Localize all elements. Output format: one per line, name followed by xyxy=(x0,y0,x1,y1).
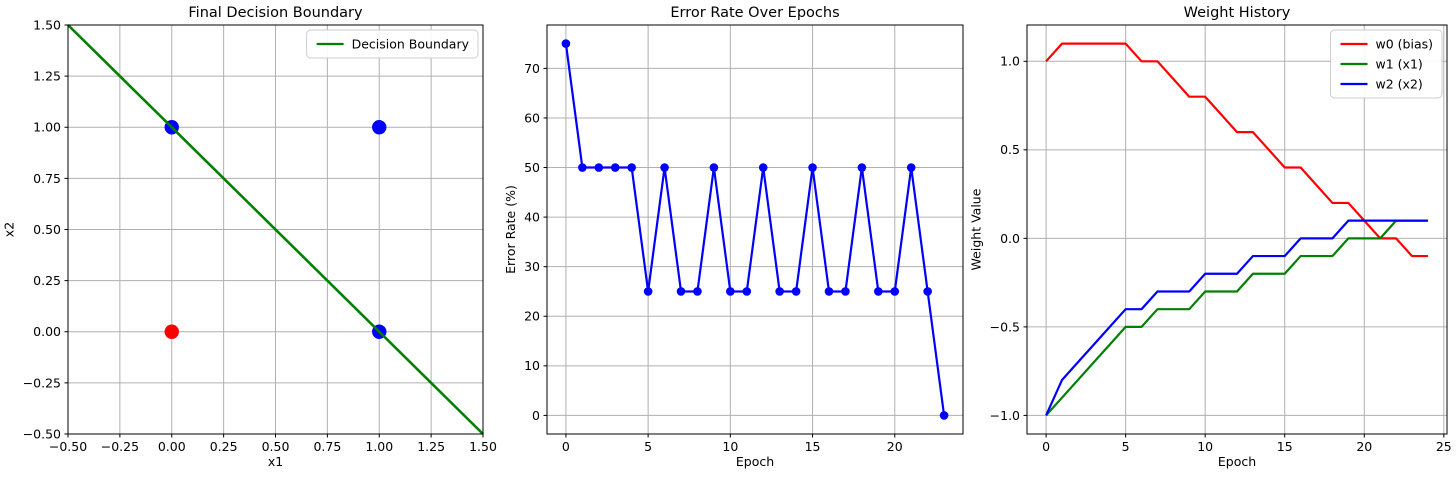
y-tick-label: 60 xyxy=(524,110,540,125)
error-rate-marker xyxy=(939,411,949,420)
x-tick-label: 0 xyxy=(1042,439,1050,454)
y-tick-label: 0.25 xyxy=(33,273,61,288)
x-tick-label: −0.25 xyxy=(101,439,139,454)
w1-x1-line xyxy=(1045,219,1428,417)
x-tick-label: 10 xyxy=(1197,439,1213,454)
error-rate-marker xyxy=(874,287,883,296)
x-tick-label: 15 xyxy=(1277,439,1293,454)
x-tick-label: 5 xyxy=(1122,439,1130,454)
axes-frame xyxy=(1026,24,1448,435)
error-rate-marker xyxy=(742,287,752,296)
x-tick-label: 5 xyxy=(644,439,652,454)
x-tick-label: 10 xyxy=(722,439,738,454)
x-tick-label: 0.25 xyxy=(210,439,238,454)
y-tick-label: 10 xyxy=(524,358,540,373)
error-rate-marker xyxy=(627,163,636,172)
error-rate-marker xyxy=(808,163,817,172)
legend-box xyxy=(306,29,479,59)
scatter-point-class-1-points xyxy=(372,120,387,135)
legend: w0 (bias) w1 (x1) w2 (x2) xyxy=(1330,29,1443,99)
error-rate-marker xyxy=(824,287,834,296)
x-tick-label: 20 xyxy=(887,439,903,454)
w2-x2-line xyxy=(1045,219,1428,416)
subplot-error-rate: 0 5 10 15 20 0 10 20 30 40 50 60 70 Error Rate Over E… xyxy=(503,5,964,469)
error-rate-marker xyxy=(857,163,867,172)
error-rate-marker xyxy=(578,163,587,172)
error-rate-marker xyxy=(906,163,916,172)
y-tick-label: 1.00 xyxy=(33,120,61,135)
y-tick-label: 40 xyxy=(524,210,540,225)
error-rate-marker xyxy=(643,287,653,296)
subplot-final-decision-boundary: −0.50 −0.25 0.00 0.25 0.50 0.75 1.00 1.25 1.50 −0… xyxy=(2,5,497,469)
y-axis-label: Weight Value xyxy=(969,188,984,270)
decision-boundary-line xyxy=(67,24,484,435)
y-tick-label: 50 xyxy=(524,160,540,175)
legend-box xyxy=(1330,29,1443,99)
x-tick-label: 25 xyxy=(1436,439,1452,454)
x-axis-label: Epoch xyxy=(1218,454,1256,469)
y-tick-label: 0.0 xyxy=(1000,231,1020,246)
x-axis-label: Epoch xyxy=(736,454,774,469)
error-rate-marker xyxy=(791,287,801,296)
x-tick-label: 15 xyxy=(805,439,821,454)
y-tick-label: 1.0 xyxy=(1000,54,1020,69)
y-tick-label: −1.0 xyxy=(990,408,1020,423)
error-rate-marker xyxy=(758,163,768,172)
y-tick-label: 20 xyxy=(524,309,540,324)
y-tick-label: 0.50 xyxy=(33,222,61,237)
scatter-point-class-0-points xyxy=(164,324,179,339)
y-axis-label: Error Rate (%) xyxy=(503,185,518,274)
y-tick-label: 70 xyxy=(524,61,540,76)
error-rate-marker xyxy=(610,163,620,172)
y-tick-label: −0.25 xyxy=(23,375,61,390)
subplot-weight-history: 0 5 10 15 20 25 −1.0 −0.5 0.0 0.5 1.0 Weight Histor… xyxy=(969,5,1452,469)
x-tick-label: 0.75 xyxy=(313,439,341,454)
x-axis-label: x1 xyxy=(268,454,283,469)
error-rate-marker xyxy=(726,287,735,296)
y-axis-label: x2 xyxy=(2,222,17,237)
x-tick-label: −0.50 xyxy=(49,439,87,454)
y-tick-label: 30 xyxy=(524,259,540,274)
y-tick-label: 0.5 xyxy=(1000,142,1020,157)
error-rate-marker xyxy=(709,163,719,172)
chart-title: Final Decision Boundary xyxy=(188,5,363,21)
y-tick-label: 1.50 xyxy=(33,17,61,32)
x-tick-label: 1.00 xyxy=(365,439,393,454)
legend-label: w1 (x1) xyxy=(1376,56,1423,71)
error-rate-marker xyxy=(660,163,669,172)
x-tick-label: 0.00 xyxy=(158,439,186,454)
y-tick-label: 0 xyxy=(532,408,540,423)
x-tick-label: 20 xyxy=(1356,439,1372,454)
y-tick-label: 0.75 xyxy=(33,171,61,186)
legend: Decision Boundary xyxy=(306,29,479,59)
legend-label: w0 (bias) xyxy=(1376,36,1433,51)
x-tick-label: 1.25 xyxy=(417,439,445,454)
error-rate-marker xyxy=(890,287,900,296)
chart-title: Weight History xyxy=(1184,5,1291,21)
y-tick-label: 0.00 xyxy=(33,324,61,339)
error-rate-marker xyxy=(676,287,686,296)
error-rate-marker xyxy=(775,287,784,296)
axes-frame xyxy=(546,24,964,435)
error-rate-marker xyxy=(594,163,604,172)
error-rate-marker xyxy=(693,287,702,296)
legend-label: Decision Boundary xyxy=(352,36,470,51)
y-tick-label: −0.5 xyxy=(990,319,1020,334)
error-rate-marker xyxy=(561,39,571,48)
x-tick-label: 0.50 xyxy=(262,439,290,454)
error-rate-marker xyxy=(923,287,932,296)
x-tick-label: 0 xyxy=(562,439,570,454)
error-rate-marker xyxy=(841,287,850,296)
y-tick-label: −0.50 xyxy=(23,426,61,441)
legend-label: w2 (x2) xyxy=(1376,76,1423,91)
chart-title: Error Rate Over Epochs xyxy=(670,5,839,21)
y-tick-label: 1.25 xyxy=(33,69,61,84)
x-tick-label: 1.50 xyxy=(469,439,497,454)
